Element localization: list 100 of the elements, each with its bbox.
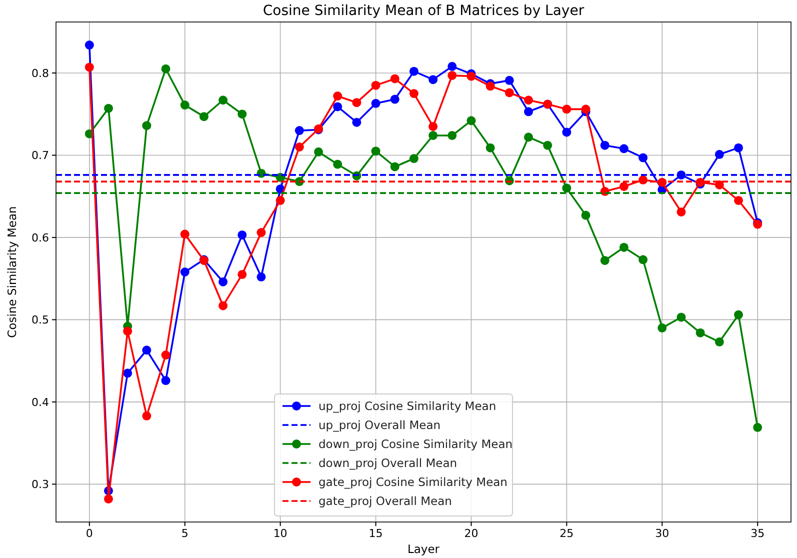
x-axis-title: Layer (407, 542, 440, 556)
point (581, 210, 590, 220)
point (619, 144, 628, 154)
point (486, 143, 495, 152)
x-tick-label: 35 (750, 527, 765, 540)
point (504, 76, 514, 85)
point (428, 75, 438, 84)
point (619, 182, 628, 191)
point (543, 140, 552, 150)
point (218, 301, 228, 310)
point (658, 323, 667, 332)
point (218, 96, 228, 105)
legend-label: up_proj Cosine Similarity Mean (318, 399, 496, 413)
x-tick-label: 5 (181, 527, 188, 540)
point (84, 40, 94, 50)
point (333, 102, 342, 112)
point (734, 196, 743, 205)
point (104, 494, 113, 504)
point (562, 128, 572, 137)
point (104, 104, 113, 113)
legend-label: up_proj Overall Mean (318, 418, 441, 432)
x-tick-label: 15 (368, 527, 383, 540)
point (448, 62, 457, 71)
x-tick-label: 0 (86, 527, 93, 540)
legend-label: down_proj Cosine Similarity Mean (318, 437, 513, 451)
x-tick-label: 10 (273, 527, 288, 540)
point (142, 346, 152, 355)
point (352, 118, 362, 127)
point (409, 66, 418, 76)
point (448, 130, 457, 140)
point (524, 132, 533, 142)
legend-label: down_proj Overall Mean (318, 456, 458, 470)
point (161, 376, 170, 386)
point (676, 207, 686, 216)
point (199, 112, 208, 122)
point (123, 326, 132, 336)
point (218, 277, 228, 286)
point (84, 62, 94, 72)
y-tick-label: 0.5 (32, 314, 49, 327)
point (428, 130, 438, 140)
point (714, 150, 724, 159)
point (256, 228, 266, 238)
point (294, 126, 304, 136)
x-tick-label: 25 (560, 527, 574, 540)
point (714, 337, 724, 346)
point (371, 80, 380, 90)
y-tick-label: 0.3 (32, 478, 49, 492)
point (294, 142, 304, 152)
point (409, 154, 418, 164)
y-axis-title: Cosine Similarity Mean (5, 206, 19, 338)
point (486, 82, 495, 91)
legend-label: gate_proj Cosine Similarity Mean (318, 475, 508, 489)
point (180, 268, 190, 276)
y-tick-label: 0.4 (32, 396, 49, 409)
point (524, 96, 533, 105)
point (581, 104, 590, 114)
point (333, 92, 342, 101)
point (390, 162, 400, 172)
point (562, 104, 572, 114)
point (180, 100, 190, 110)
point (390, 74, 400, 84)
point (256, 272, 266, 282)
point (314, 147, 323, 156)
point (371, 146, 380, 156)
point (428, 122, 438, 131)
point (161, 64, 170, 74)
point (123, 368, 132, 378)
point (753, 422, 762, 432)
x-tick-label: 30 (655, 527, 670, 540)
point (638, 153, 648, 162)
legend-label: gate_proj Overall Mean (318, 494, 452, 508)
point (676, 312, 686, 322)
point (180, 230, 190, 239)
x-tick-label: 20 (464, 527, 478, 540)
point (371, 98, 380, 108)
point (734, 310, 743, 320)
point (238, 230, 247, 240)
point (276, 196, 285, 205)
point (409, 89, 418, 98)
point (638, 255, 648, 264)
point (466, 116, 476, 126)
point (600, 256, 610, 265)
point (352, 98, 362, 108)
chart-title: Cosine Similarity Mean of B Matrices by Layer (262, 3, 584, 19)
y-tick-label: 0.7 (32, 149, 49, 162)
point (466, 72, 476, 81)
point (238, 270, 247, 279)
point (600, 140, 610, 150)
point (734, 143, 743, 152)
point (504, 88, 514, 98)
point (390, 94, 400, 104)
point (448, 70, 457, 80)
y-tick-label: 0.6 (32, 231, 49, 244)
point (562, 184, 572, 193)
point (142, 121, 152, 130)
point (161, 350, 170, 360)
point (142, 411, 152, 420)
point (238, 110, 247, 119)
point (619, 242, 628, 252)
point (524, 107, 533, 116)
